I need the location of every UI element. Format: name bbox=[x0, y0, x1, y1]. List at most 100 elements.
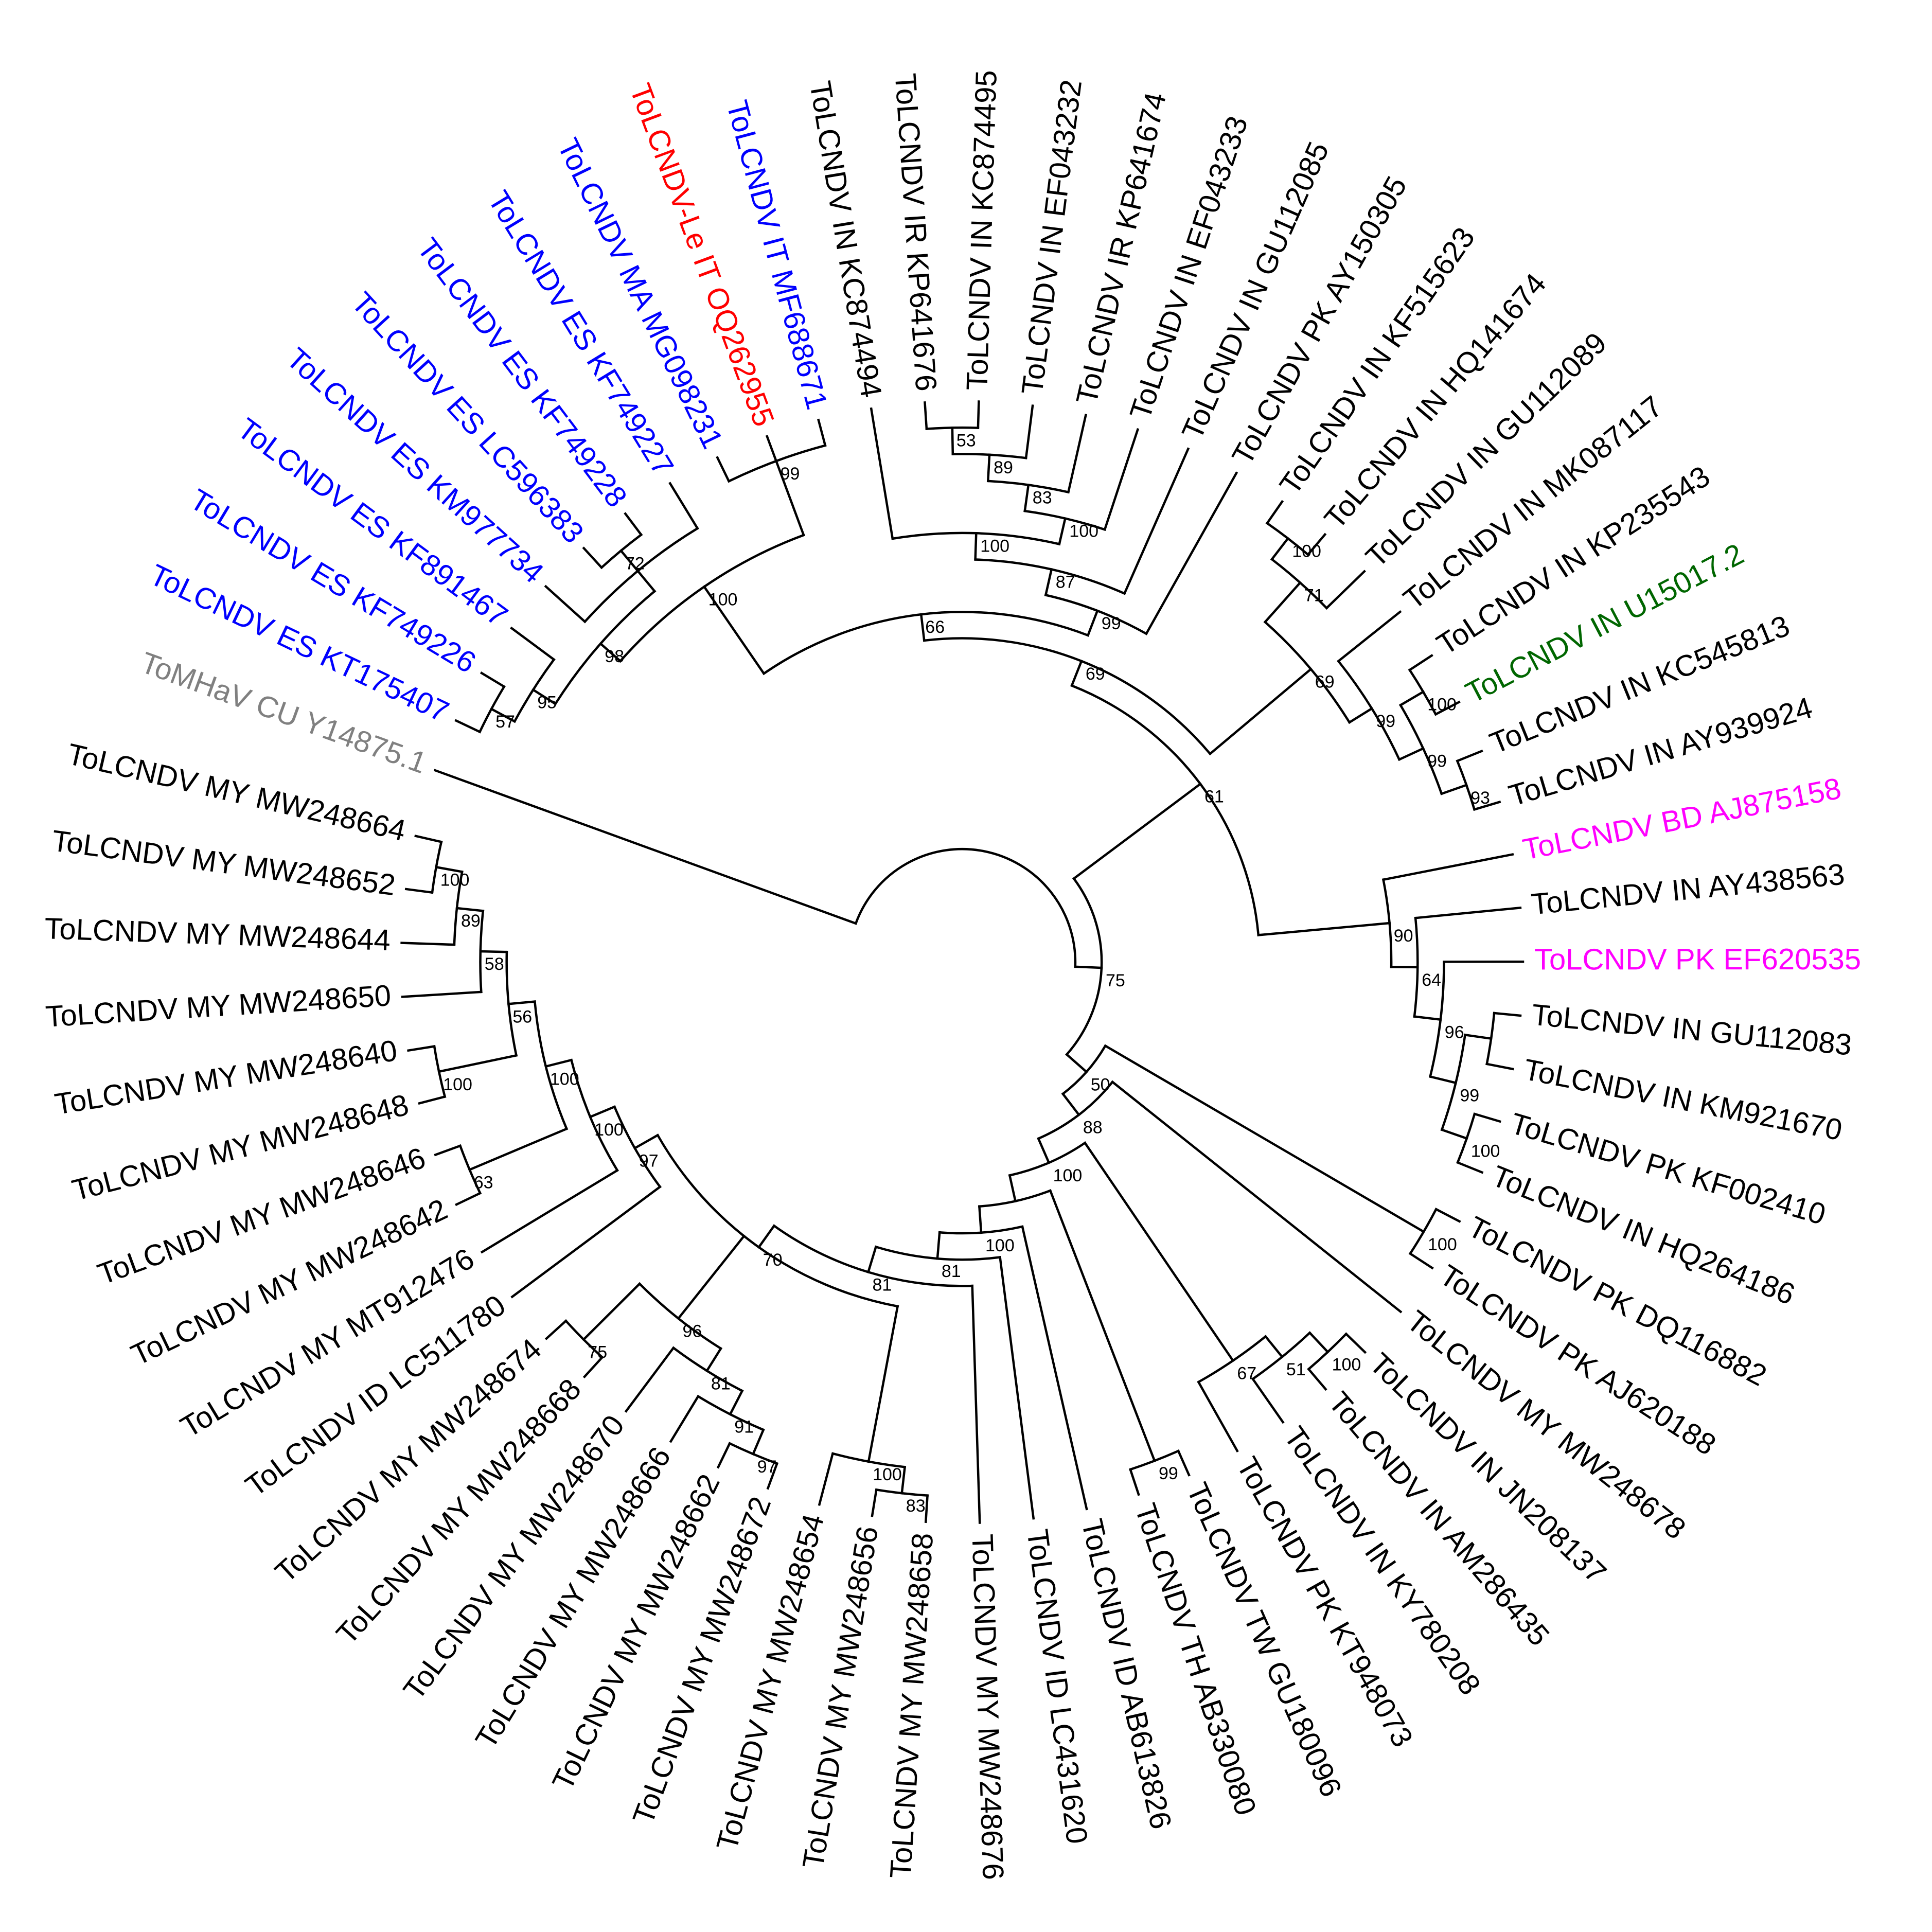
branch-r-1-0-0-0-1-0-0-1-0 bbox=[1023, 483, 1030, 512]
bootstrap-value: 75 bbox=[1106, 971, 1125, 990]
bootstrap-value: 67 bbox=[1237, 1364, 1256, 1384]
bootstrap-value: 100 bbox=[440, 870, 470, 890]
branch-r-1-1-1-1-0-0 bbox=[1264, 1335, 1284, 1359]
branch-r-1-0-1-0 bbox=[1381, 853, 1514, 881]
bootstrap-value: 89 bbox=[461, 911, 481, 931]
branch-r-1-0-0-0-1-0-0-1-0-0-0-1 bbox=[977, 400, 980, 429]
bootstrap-value: 99 bbox=[1460, 1086, 1479, 1106]
clade-arc-r-1-0-0-0-1 bbox=[1044, 593, 1148, 635]
branch-r-1-1-1-1-0-1 bbox=[1197, 1380, 1239, 1452]
branch-r-1-0-1-1-1-1-1-0 bbox=[1473, 1112, 1501, 1123]
branch-r-1-0-1-1-1 bbox=[1413, 1015, 1442, 1021]
bootstrap-value: 100 bbox=[1292, 541, 1321, 561]
branch-r-1-1-1-1-0-0-0-1 bbox=[1307, 1367, 1327, 1391]
taxon-label: ToLCNDV MY MW248658 bbox=[884, 1532, 940, 1879]
bootstrap-value: 89 bbox=[994, 458, 1013, 477]
clade-arc-r-1-0-0-1-0 bbox=[1270, 557, 1328, 610]
branch-r-1-0-0-1-1 bbox=[1348, 707, 1374, 724]
branch-r-1-0 bbox=[1072, 782, 1202, 880]
bootstrap-value: 97 bbox=[639, 1151, 659, 1171]
clade-arc-r-1-0-0 bbox=[923, 637, 1212, 756]
branch-r-1-0-0-1-0-1 bbox=[1325, 570, 1366, 610]
branch-r-1-1-1-1-1-1-1-1-1-1-1 bbox=[582, 1282, 642, 1341]
branch-r-1-0-1-1-1-1-1 bbox=[1440, 1128, 1468, 1140]
bootstrap-value: 100 bbox=[873, 1465, 902, 1484]
bootstrap-value: 71 bbox=[1304, 586, 1324, 606]
branch-r-1-0-0-1-1-1-0-1 bbox=[1434, 700, 1461, 716]
bootstrap-value: 69 bbox=[1315, 672, 1335, 692]
branch-r-1-0-0-0-1-0-0-1-0-0-0 bbox=[951, 427, 954, 455]
taxon-label: ToLCNDV IN GU112083 bbox=[1530, 998, 1853, 1061]
bootstrap-value: 96 bbox=[1445, 1023, 1464, 1042]
clade-arc-r-1-1-1-1-1-1-1-1-1-2-1-1-1-1 bbox=[479, 909, 485, 994]
bootstrap-value: 66 bbox=[925, 617, 945, 637]
clade-arc-r-1-1-1-1-1-1-1-1-1-1-0 bbox=[671, 1346, 744, 1393]
bootstrap-value: 100 bbox=[708, 590, 738, 609]
bootstrap-value: 50 bbox=[1091, 1075, 1110, 1094]
clade-arc-r-1-1-1-1-1-1-1-1-1-0 bbox=[831, 1452, 907, 1468]
bootstrap-value: 90 bbox=[1394, 926, 1413, 946]
branch-r-1-0-0-1-0-0-0 bbox=[1265, 500, 1284, 525]
branch-r-1-0-1-1-0 bbox=[1414, 906, 1522, 919]
taxon-label: ToLCNDV IN KC874495 bbox=[960, 69, 1003, 391]
clade-arc-r-1-0-1-1-1 bbox=[1428, 960, 1445, 1078]
branch-r-1-0-0-0-0-0-0-0-0 bbox=[454, 719, 482, 734]
bootstrap-value: 100 bbox=[980, 536, 1009, 556]
branch-r-1-1-0-1 bbox=[1408, 1252, 1434, 1270]
branch-r-1-0-0-1-1-1-1-0 bbox=[1456, 749, 1483, 763]
bootstrap-value: 100 bbox=[1053, 1166, 1083, 1185]
branch-r-1-1-1-1-1-1-1-1-1-2-1-1-1-0 bbox=[437, 1054, 518, 1073]
branch-r-1-1-1-1-1-1-1-1-1-2-1-1-0-1 bbox=[434, 1144, 462, 1157]
bootstrap-value: 100 bbox=[1427, 695, 1457, 715]
branch-r-1-0-0-0-0-1-1 bbox=[765, 435, 778, 463]
clade-arc-r-1-0-0-0-1-0-0-1-0 bbox=[986, 480, 1070, 494]
branch-r-1-0-1-1-1-1-1-1 bbox=[1456, 1161, 1484, 1174]
clade-arc-r-1-1-1-1-1-1-1-1-1-2-1-1 bbox=[533, 1000, 569, 1130]
clade-arc-r-1-1-1-1-1-1-1-1-1-2-1-1-1 bbox=[505, 950, 518, 1057]
branch-r-1-0-0-1-1-1-1 bbox=[1440, 783, 1468, 795]
clade-arc-r-1-1-1-1-1-1-1-1-1-2-1 bbox=[570, 1058, 619, 1172]
branch-r-1-0-1 bbox=[1257, 921, 1391, 936]
branch-r-1-1-1-1-1-1-1-1-1-2 bbox=[633, 1133, 660, 1150]
branch-r-1-0-0-0-1-0-0-1-0-0-0-0 bbox=[924, 401, 928, 430]
branch-r-1-0-0-1-1-1 bbox=[1397, 747, 1425, 761]
branch-r-1-0-0-1-1-1-1-1 bbox=[1473, 800, 1501, 811]
branch-r-1-1-1-1-1-0 bbox=[1049, 1189, 1156, 1463]
bootstrap-value: 81 bbox=[711, 1374, 731, 1393]
clade-arc-r-1-1-1-1-1-1-1-1-1-2-1-1-1-1-1 bbox=[453, 870, 464, 946]
clade-arc-r-1-0-0-1 bbox=[1263, 620, 1351, 724]
bootstrap-value: 81 bbox=[942, 1262, 961, 1281]
clade-arc-r-1-1-1-1-0-0 bbox=[1251, 1331, 1311, 1381]
branch-r-1-0-1-1-1-1-0 bbox=[1463, 1033, 1493, 1040]
clade-arc-r-1 bbox=[1065, 877, 1103, 1056]
clade-arc-r-1-0-0-0-1-0-0-1-0-0 bbox=[951, 453, 1027, 459]
branch-r-1-1-1-1-1-1-1-1-1-1 bbox=[677, 1234, 746, 1320]
bootstrap-value: 100 bbox=[1428, 1235, 1457, 1254]
clade-arc-r-1-0-0-0 bbox=[762, 611, 1090, 676]
branch-r-1-1-1-1-1-1-1-1-1-2-1-1-1-1-1-1-1 bbox=[414, 835, 443, 843]
branch-r-1-1-1-1-1-1-1-1-1-1-0-0 bbox=[729, 1389, 744, 1416]
bootstrap-value: 72 bbox=[625, 554, 645, 573]
bootstrap-value: 99 bbox=[1159, 1464, 1178, 1483]
bootstrap-value: 83 bbox=[1033, 488, 1052, 507]
branch-r-1-1-1-1-1-1-1-1-1-2-1-1-0 bbox=[468, 1127, 569, 1172]
branch-r-1-1-1-1 bbox=[1037, 1137, 1051, 1164]
branch-r-1-1-1-1-1-1-1-1-1-1-1-1 bbox=[544, 1319, 568, 1340]
branch-r-1-0-0-1-1-1-0-0 bbox=[1408, 653, 1433, 672]
branch-r-1-1-1-1-1-1-1-1-1-1-0-0-0-1 bbox=[716, 1442, 732, 1469]
bootstrap-value: 93 bbox=[1470, 788, 1490, 808]
branch-r-1-1-1-1-0 bbox=[1083, 1141, 1235, 1362]
branch-r-1-0-0-0-0-1-2 bbox=[817, 418, 827, 447]
branch-r-1-1-1-1-1-1-1-1-1-1-1-0 bbox=[582, 1355, 604, 1378]
bootstrap-value: 51 bbox=[1286, 1360, 1306, 1379]
clade-arc-r-1-0-0-0-1-0-0-1-0-0-0 bbox=[925, 426, 980, 430]
clade-arc-r-1-1-1-1-1 bbox=[978, 1189, 1052, 1208]
branch-r-1-1-1-1-1-1-1-1-1-0-1 bbox=[818, 1452, 835, 1506]
branch-r-1-1-1-1-1-1-1-1-0 bbox=[971, 1284, 981, 1524]
branch-r-1-1-1-1-0-0-0 bbox=[1308, 1331, 1330, 1354]
bootstrap-value: 98 bbox=[605, 647, 624, 666]
branch-r-1-0-0-0 bbox=[919, 613, 926, 642]
branch-r-1-1-1-1-1-1-1-1-1-2-1 bbox=[589, 1105, 616, 1119]
branch-r-1-1 bbox=[1065, 1053, 1088, 1074]
branch-r-1-1-1-1-1-1-1-1-1-0 bbox=[867, 1305, 899, 1463]
